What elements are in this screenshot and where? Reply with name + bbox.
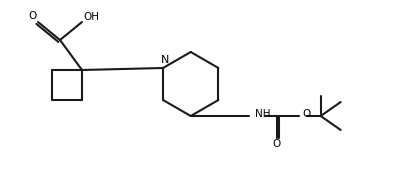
Text: OH: OH [83, 12, 99, 22]
Text: O: O [273, 139, 281, 149]
Text: NH: NH [255, 109, 270, 119]
Text: N: N [161, 55, 169, 65]
Text: O: O [303, 109, 311, 119]
Text: O: O [29, 11, 37, 21]
